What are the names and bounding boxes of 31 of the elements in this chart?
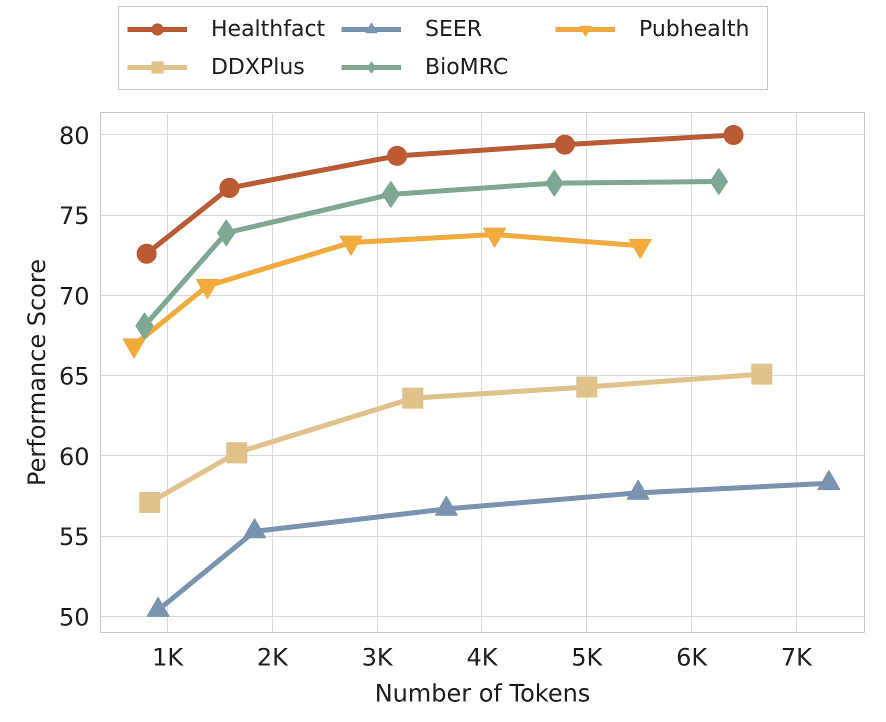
y-axis-title: Performance Score <box>22 259 51 486</box>
legend-label: Pubhealth <box>638 16 750 42</box>
point <box>136 244 157 264</box>
legend-label: Healthfact <box>210 16 326 42</box>
point <box>554 134 575 155</box>
x-tick-label: 3K <box>362 644 394 672</box>
point <box>724 124 744 145</box>
point <box>576 376 598 398</box>
y-tick-label: 75 <box>58 202 90 230</box>
point <box>139 492 160 513</box>
point <box>387 146 408 166</box>
legend-label: SEER <box>424 16 484 42</box>
y-tick-label: 80 <box>58 122 90 150</box>
point <box>402 388 424 409</box>
point <box>751 364 772 385</box>
x-tick-label: 5K <box>571 644 604 672</box>
y-tick-label: 55 <box>58 523 90 552</box>
x-tick-label: 7K <box>780 644 814 672</box>
point <box>219 178 240 198</box>
x-tick-label: 1K <box>152 644 184 672</box>
y-tick-label: 50 <box>58 603 90 632</box>
x-axis-title: Number of Tokens <box>374 680 590 708</box>
y-tick-label: 60 <box>58 442 90 471</box>
legend-label: DDXPlus <box>210 54 306 80</box>
x-tick-label: 6K <box>676 644 708 672</box>
y-tick-label: 65 <box>58 362 90 391</box>
x-tick-label: 4K <box>466 644 499 672</box>
x-tick-label: 2K <box>256 644 290 672</box>
point <box>226 442 248 464</box>
legend-label: BioMRC <box>424 54 510 80</box>
y-tick-label: 70 <box>58 282 90 310</box>
